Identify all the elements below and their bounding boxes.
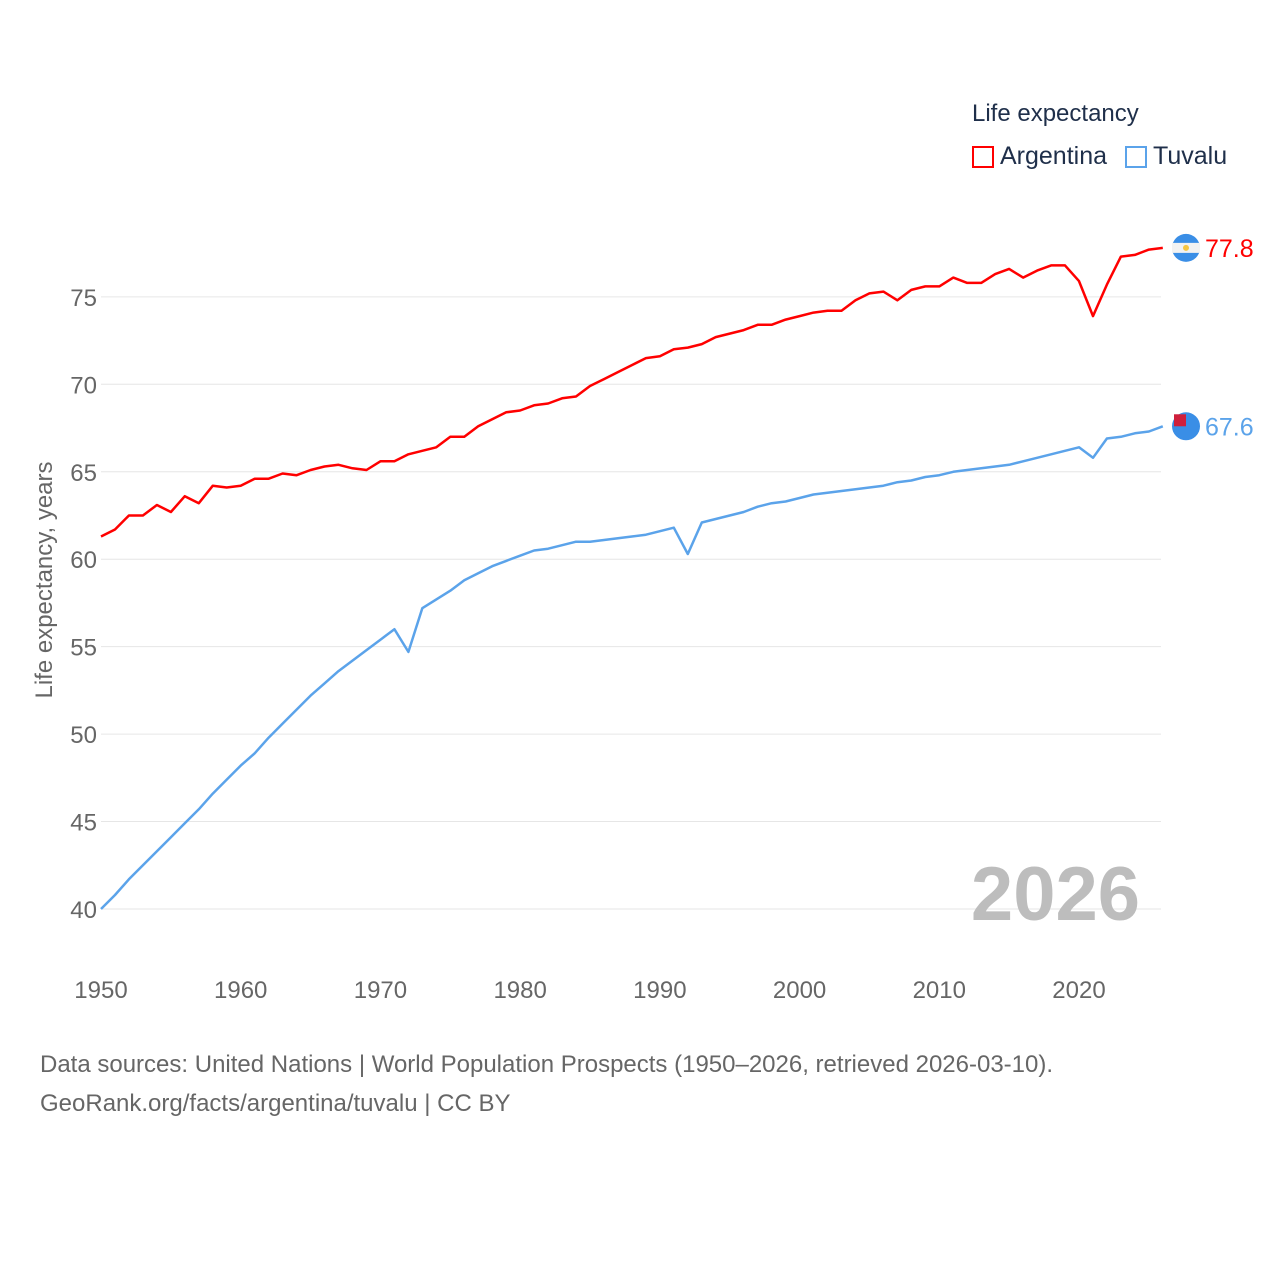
line-chart: 40 45 50 55 60 65 70 75 1950 1960 1970 1980 1990 2000…: [31, 233, 1254, 1004]
series-line-tuvalu: [100, 425, 1164, 910]
source-note: Data sources: United Nations | World Pop…: [40, 1045, 1053, 1123]
legend: Argentina Tuvalu: [972, 142, 1227, 171]
x-tick-label: 2010: [913, 977, 966, 1004]
flag-sun: [1183, 244, 1189, 251]
y-tick-label: 40: [70, 897, 97, 924]
y-axis-label: Life expectancy, years: [31, 461, 58, 698]
legend-item-tuvalu[interactable]: Tuvalu: [1125, 142, 1227, 171]
end-value-label-argentina: 77.8: [1205, 235, 1254, 263]
attribution-line[interactable]: GeoRank.org/facts/argentina/tuvalu | CC …: [40, 1090, 511, 1117]
x-tick-label: 1970: [354, 977, 407, 1004]
y-tick-label: 65: [70, 460, 97, 487]
x-tick-label: 1980: [493, 977, 546, 1004]
y-tick-label: 50: [70, 722, 97, 749]
legend-item-argentina[interactable]: Argentina: [972, 142, 1107, 171]
legend-title: Life expectancy: [972, 100, 1139, 127]
legend-swatch-tuvalu: [1125, 145, 1148, 168]
legend-label-tuvalu: Tuvalu: [1153, 142, 1228, 170]
x-tick-label: 2000: [773, 977, 826, 1004]
legend-label-argentina: Argentina: [1000, 142, 1108, 170]
year-watermark: 2026: [971, 852, 1140, 937]
x-tick-label: 1990: [633, 977, 686, 1004]
y-tick-label: 45: [70, 810, 97, 837]
x-tick-label: 1960: [214, 977, 267, 1004]
y-tick-label: 75: [70, 285, 97, 312]
end-value-label-tuvalu: 67.6: [1205, 413, 1254, 441]
y-tick-label: 55: [70, 635, 97, 662]
x-tick-label: 1950: [74, 977, 127, 1004]
x-tick-label: 2020: [1052, 977, 1105, 1004]
legend-swatch-argentina: [972, 145, 994, 168]
y-tick-label: 70: [70, 372, 97, 399]
flag-union-jack: [1174, 414, 1186, 427]
series-line-argentina: [100, 246, 1163, 538]
y-tick-label: 60: [70, 547, 97, 574]
source-line: Data sources: United Nations | World Pop…: [40, 1051, 1054, 1078]
